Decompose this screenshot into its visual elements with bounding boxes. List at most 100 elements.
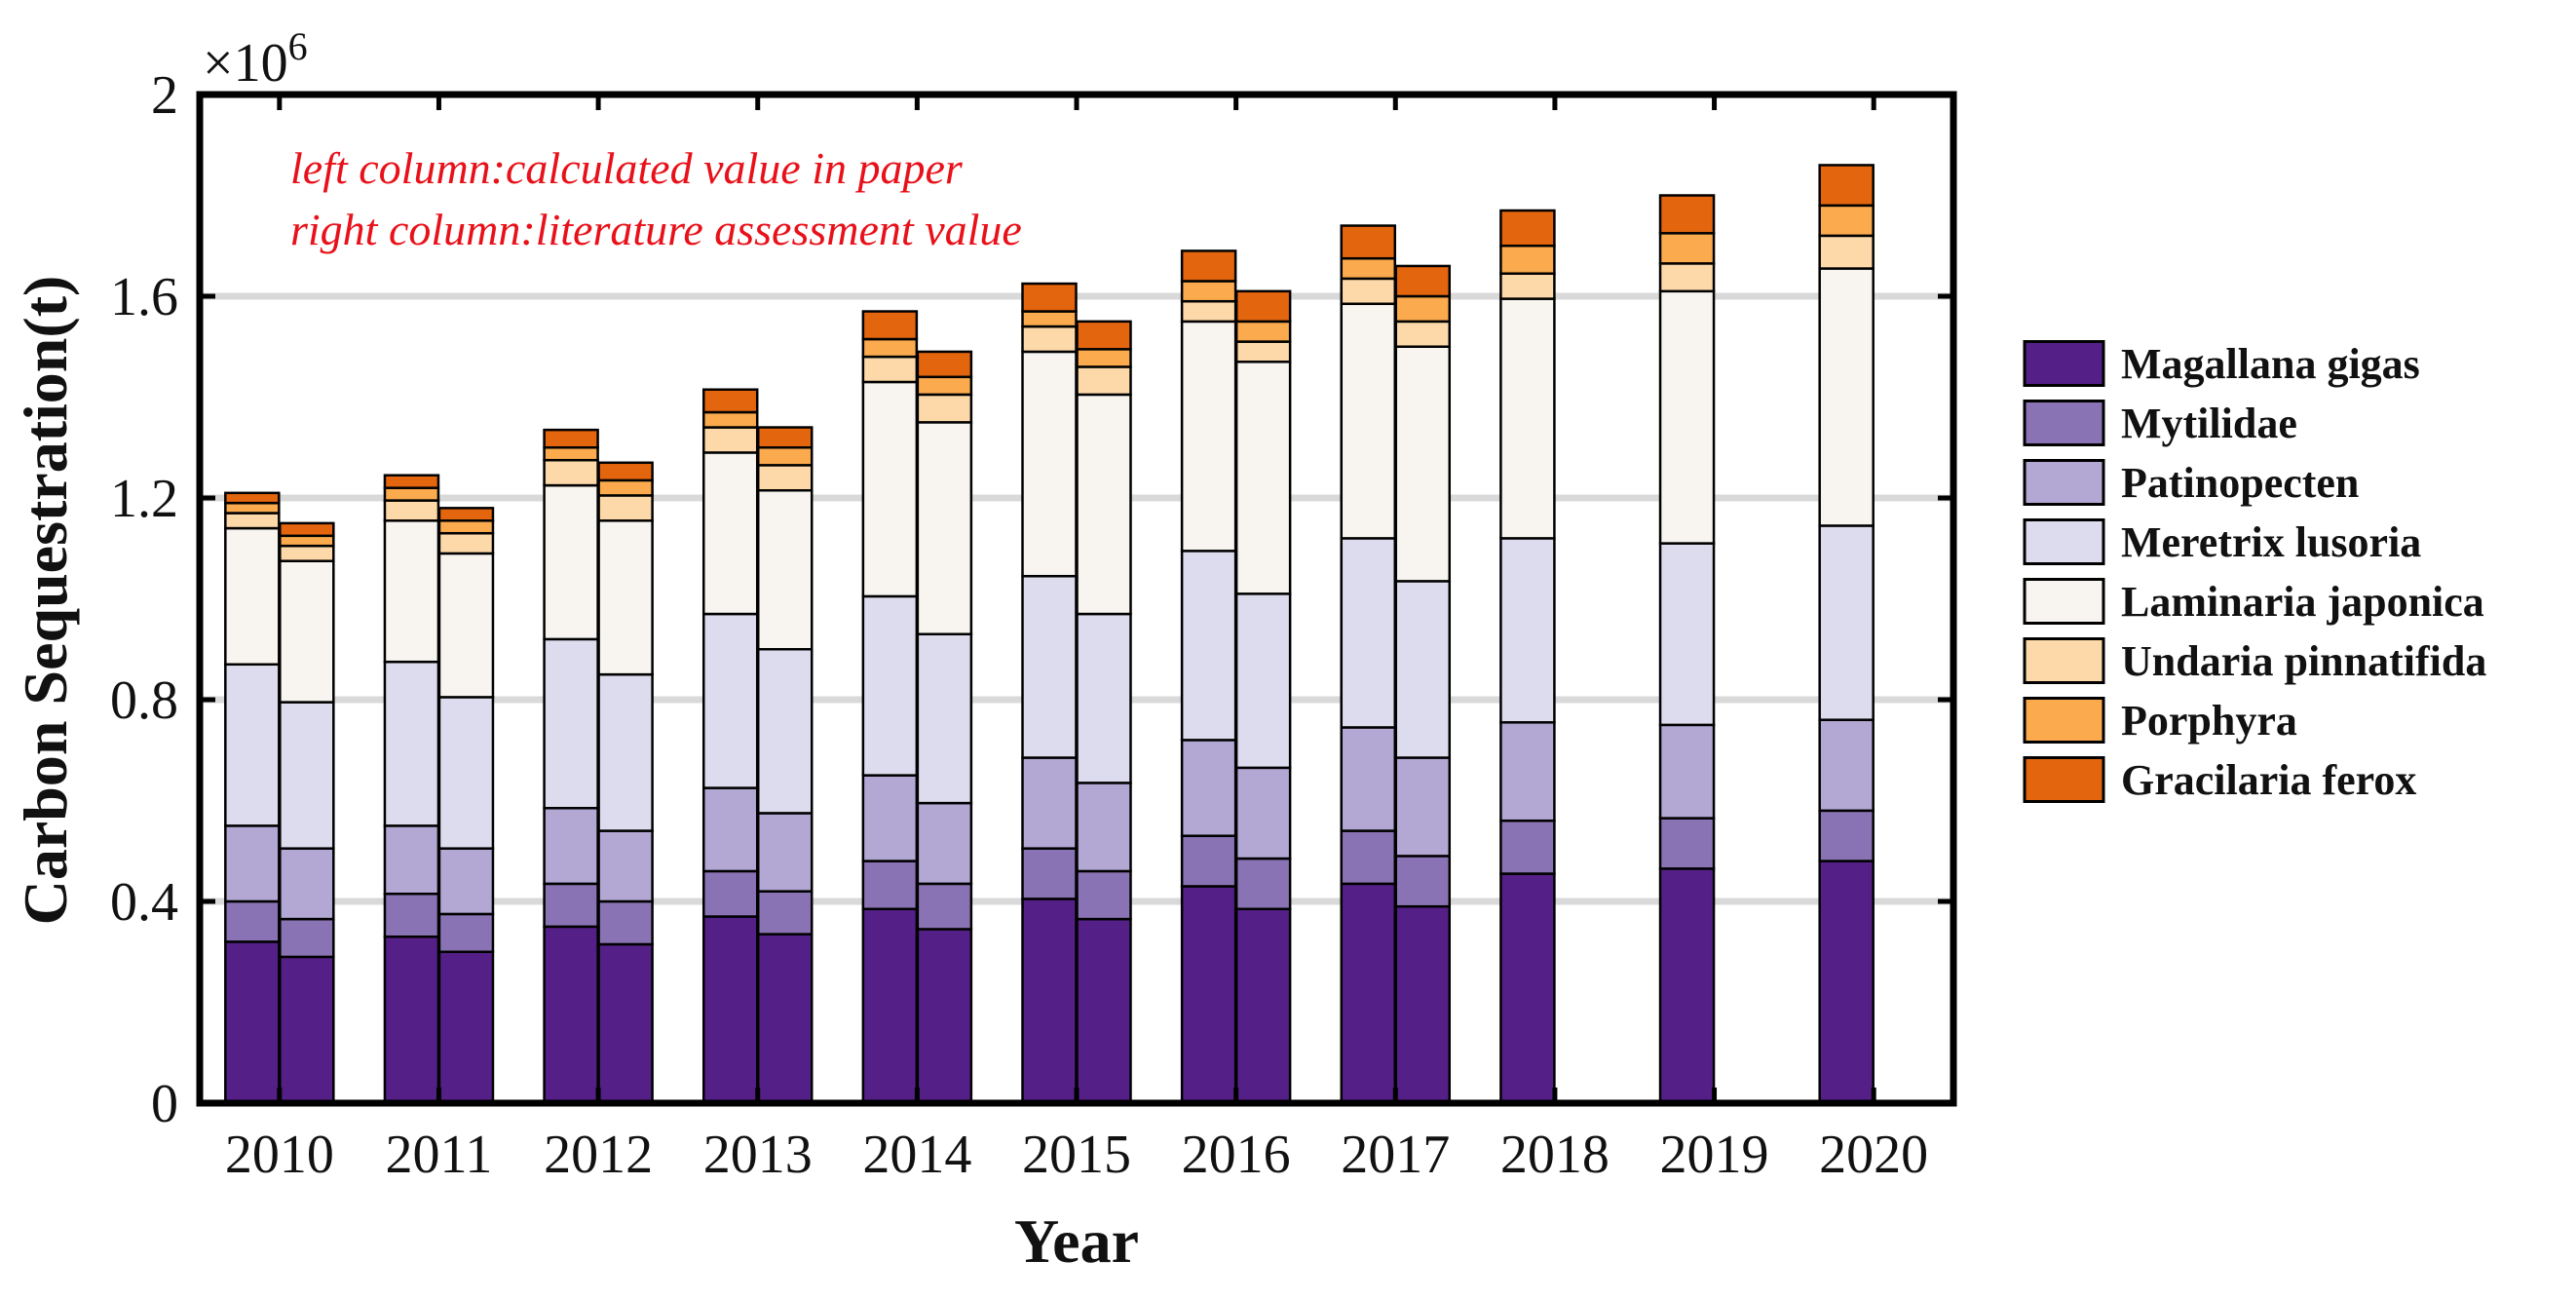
bar-2014-calculated-laminaria-japonica (861, 380, 919, 598)
bar-2014-calculated-undaria-pinnatifida (861, 355, 919, 384)
bar-2017-calculated-magallana-gigas (1340, 882, 1397, 1105)
legend-label-mytilidae: Mytilidae (2121, 400, 2297, 447)
bar-2011-literature-patinopecten (437, 847, 495, 916)
bar-2013-literature-laminaria-japonica (756, 488, 814, 651)
bar-2016-literature-meretrix-lusoria (1234, 592, 1292, 770)
x-tick-label-2016: 2016 (1182, 1125, 1291, 1185)
bar-2014-calculated-mytilidae (861, 860, 919, 911)
bar-2010-literature-laminaria-japonica (279, 559, 335, 704)
bar-2011-literature-gracilaria-ferox (437, 507, 495, 522)
bar-2012-literature-meretrix-lusoria (597, 672, 654, 832)
bar-2016-calculated-patinopecten (1180, 739, 1237, 837)
bar-2015-calculated-magallana-gigas (1021, 898, 1078, 1105)
bar-2014-literature-magallana-gigas (916, 928, 973, 1105)
bar-2015-literature-porphyra (1076, 348, 1132, 368)
bar-2016-literature-mytilidae (1234, 857, 1292, 911)
legend-label-porphyra: Porphyra (2121, 697, 2297, 745)
x-tick-label-2013: 2013 (703, 1125, 813, 1185)
bar-2015-calculated-mytilidae (1021, 847, 1078, 900)
bar-2015-literature-magallana-gigas (1076, 917, 1132, 1105)
bar-2012-calculated-gracilaria-ferox (543, 428, 599, 449)
bar-2014-literature-gracilaria-ferox (916, 350, 973, 379)
bar-2016-calculated-meretrix-lusoria (1180, 550, 1237, 742)
bar-2011-calculated-magallana-gigas (383, 935, 440, 1105)
bar-2017-literature-patinopecten (1394, 756, 1452, 858)
y-axis-title: Carbon Sequestration(t) (11, 276, 80, 926)
legend-swatch-magallana-gigas (2023, 340, 2105, 387)
bar-2013-literature-mytilidae (756, 890, 814, 936)
bar-2013-calculated-magallana-gigas (701, 915, 759, 1105)
bar-2018-calculated-undaria-pinnatifida (1499, 272, 1556, 300)
bar-2017-literature-meretrix-lusoria (1394, 580, 1452, 759)
bar-2015-literature-laminaria-japonica (1076, 393, 1132, 616)
bar-2013-literature-undaria-pinnatifida (756, 464, 814, 492)
bar-2016-literature-porphyra (1234, 320, 1292, 343)
bar-2014-calculated-gracilaria-ferox (861, 310, 919, 341)
bar-2015-calculated-meretrix-lusoria (1021, 574, 1078, 759)
bar-2012-calculated-laminaria-japonica (543, 483, 599, 641)
bar-2019-calculated-mytilidae (1658, 817, 1716, 870)
legend: Magallana gigas Mytilidae Patinopecten Mere… (2023, 340, 2486, 804)
annotation-right-column: right column:literature assessment value (290, 205, 1022, 254)
bar-2010-calculated-mytilidae (224, 899, 281, 943)
bar-2020-calculated-patinopecten (1818, 718, 1875, 813)
bar-2016-calculated-undaria-pinnatifida (1180, 299, 1237, 324)
axis-ticks (200, 92, 1953, 1106)
bar-2013-calculated-laminaria-japonica (701, 451, 759, 616)
bar-2017-calculated-gracilaria-ferox (1340, 224, 1397, 260)
bar-2018-calculated-magallana-gigas (1499, 872, 1556, 1105)
bar-2015-calculated-porphyra (1021, 310, 1078, 328)
bar-2013-calculated-undaria-pinnatifida (701, 426, 759, 454)
legend-label-laminaria-japonica: Laminaria japonica (2121, 578, 2484, 626)
x-tick-label-2015: 2015 (1022, 1125, 1131, 1185)
bar-2010-literature-patinopecten (279, 847, 335, 921)
bar-2018-calculated-gracilaria-ferox (1499, 209, 1556, 248)
bar-2017-literature-mytilidae (1394, 855, 1452, 908)
bar-2017-literature-magallana-gigas (1394, 904, 1452, 1105)
bar-2014-literature-meretrix-lusoria (916, 632, 973, 805)
bar-2015-calculated-gracilaria-ferox (1021, 282, 1078, 313)
bar-2017-calculated-mytilidae (1340, 829, 1397, 886)
x-tick-label-2012: 2012 (544, 1125, 653, 1185)
bar-2020-calculated-meretrix-lusoria (1818, 524, 1875, 721)
bar-2014-calculated-patinopecten (861, 774, 919, 862)
bar-2012-literature-porphyra (597, 478, 654, 497)
bar-2010-calculated-laminaria-japonica (224, 526, 281, 667)
x-axis-title: Year (1014, 1206, 1139, 1276)
bar-2011-literature-laminaria-japonica (437, 552, 495, 699)
bar-2012-literature-gracilaria-ferox (597, 461, 654, 482)
bar-2010-literature-undaria-pinnatifida (279, 544, 335, 562)
bar-2010-calculated-porphyra (224, 501, 281, 515)
bar-2017-calculated-laminaria-japonica (1340, 302, 1397, 540)
bar-2018-calculated-meretrix-lusoria (1499, 537, 1556, 724)
bar-2015-literature-undaria-pinnatifida (1076, 365, 1132, 397)
bar-2012-calculated-magallana-gigas (543, 925, 599, 1105)
y-multiplier: ×106 (203, 24, 308, 94)
y-tick-label-2: 0.8 (110, 670, 178, 731)
bar-2018-calculated-mytilidae (1499, 819, 1556, 875)
y-tick-labels: 0 0.4 0.8 1.2 1.6 2 (110, 65, 178, 1134)
bar-2017-literature-laminaria-japonica (1394, 345, 1452, 583)
bar-2012-calculated-mytilidae (543, 882, 599, 929)
bar-2014-literature-laminaria-japonica (916, 421, 973, 635)
bar-2010-calculated-undaria-pinnatifida (224, 512, 281, 530)
bar-2013-calculated-meretrix-lusoria (701, 612, 759, 789)
bar-2012-literature-mytilidae (597, 899, 654, 946)
bar-2011-calculated-patinopecten (383, 824, 440, 896)
bar-2011-calculated-mytilidae (383, 892, 440, 938)
bar-2011-calculated-gracilaria-ferox (383, 474, 440, 489)
bar-2015-literature-meretrix-lusoria (1076, 612, 1132, 784)
bar-2017-calculated-patinopecten (1340, 726, 1397, 832)
bar-2020-calculated-magallana-gigas (1818, 860, 1875, 1105)
bar-2016-literature-undaria-pinnatifida (1234, 340, 1292, 363)
legend-label-meretrix-lusoria: Meretrix lusoria (2121, 518, 2421, 566)
bar-2019-calculated-gracilaria-ferox (1658, 194, 1716, 235)
bar-2020-calculated-porphyra (1818, 204, 1875, 238)
bar-2018-calculated-laminaria-japonica (1499, 297, 1556, 540)
bar-2013-literature-magallana-gigas (756, 933, 814, 1105)
legend-swatch-meretrix-lusoria (2023, 518, 2105, 565)
legend-label-patinopecten: Patinopecten (2121, 459, 2359, 507)
bar-2016-calculated-magallana-gigas (1180, 885, 1237, 1105)
bar-2010-calculated-magallana-gigas (224, 940, 281, 1105)
